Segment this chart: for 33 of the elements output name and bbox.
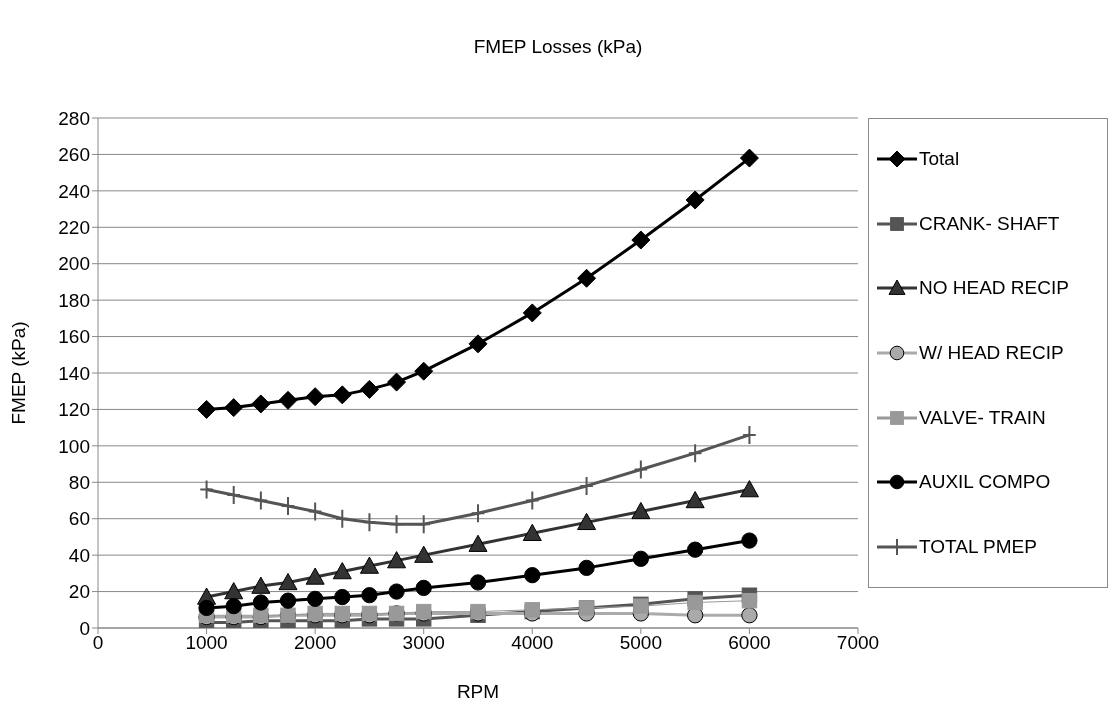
legend-label: NO HEAD RECIP <box>919 277 1069 300</box>
y-tick-label: 60 <box>68 508 90 530</box>
y-tick-label: 280 <box>58 107 90 129</box>
y-tick-label: 80 <box>68 472 90 494</box>
legend-label: CRANK- SHAFT <box>919 212 1060 235</box>
x-tick-label: 0 <box>92 632 104 654</box>
x-tick-label: 2000 <box>294 632 337 654</box>
y-tick-label: 20 <box>68 581 90 603</box>
y-tick-label: 100 <box>58 435 90 457</box>
x-tick-label: 6000 <box>728 632 771 654</box>
y-tick-label: 0 <box>79 617 90 639</box>
legend-label: Total <box>919 148 960 171</box>
y-tick-label: 240 <box>58 180 90 202</box>
legend-label: AUXIL COMPO <box>919 471 1051 494</box>
y-tick-label: 160 <box>58 326 90 348</box>
y-tick-label: 180 <box>58 289 90 311</box>
y-tick-label: 260 <box>58 144 90 166</box>
legend-label: TOTAL PMEP <box>919 535 1037 558</box>
x-tick-label: 1000 <box>185 632 228 654</box>
x-tick-label: 3000 <box>402 632 445 654</box>
y-tick-label: 120 <box>58 399 90 421</box>
y-axis-title: FMEP (kPa) <box>7 321 29 425</box>
chart-title: FMEP Losses (kPa) <box>472 36 644 58</box>
y-tick-label: 220 <box>58 217 90 239</box>
legend-label: VALVE- TRAIN <box>919 406 1046 429</box>
legend-label: W/ HEAD RECIP <box>919 341 1064 364</box>
x-tick-label: 4000 <box>511 632 554 654</box>
x-axis-title: RPM <box>456 681 500 702</box>
y-tick-label: 40 <box>68 544 90 566</box>
y-tick-label: 200 <box>58 253 90 275</box>
x-tick-label: 7000 <box>836 632 880 654</box>
x-tick-label: 5000 <box>619 632 662 654</box>
y-tick-label: 140 <box>58 362 90 384</box>
